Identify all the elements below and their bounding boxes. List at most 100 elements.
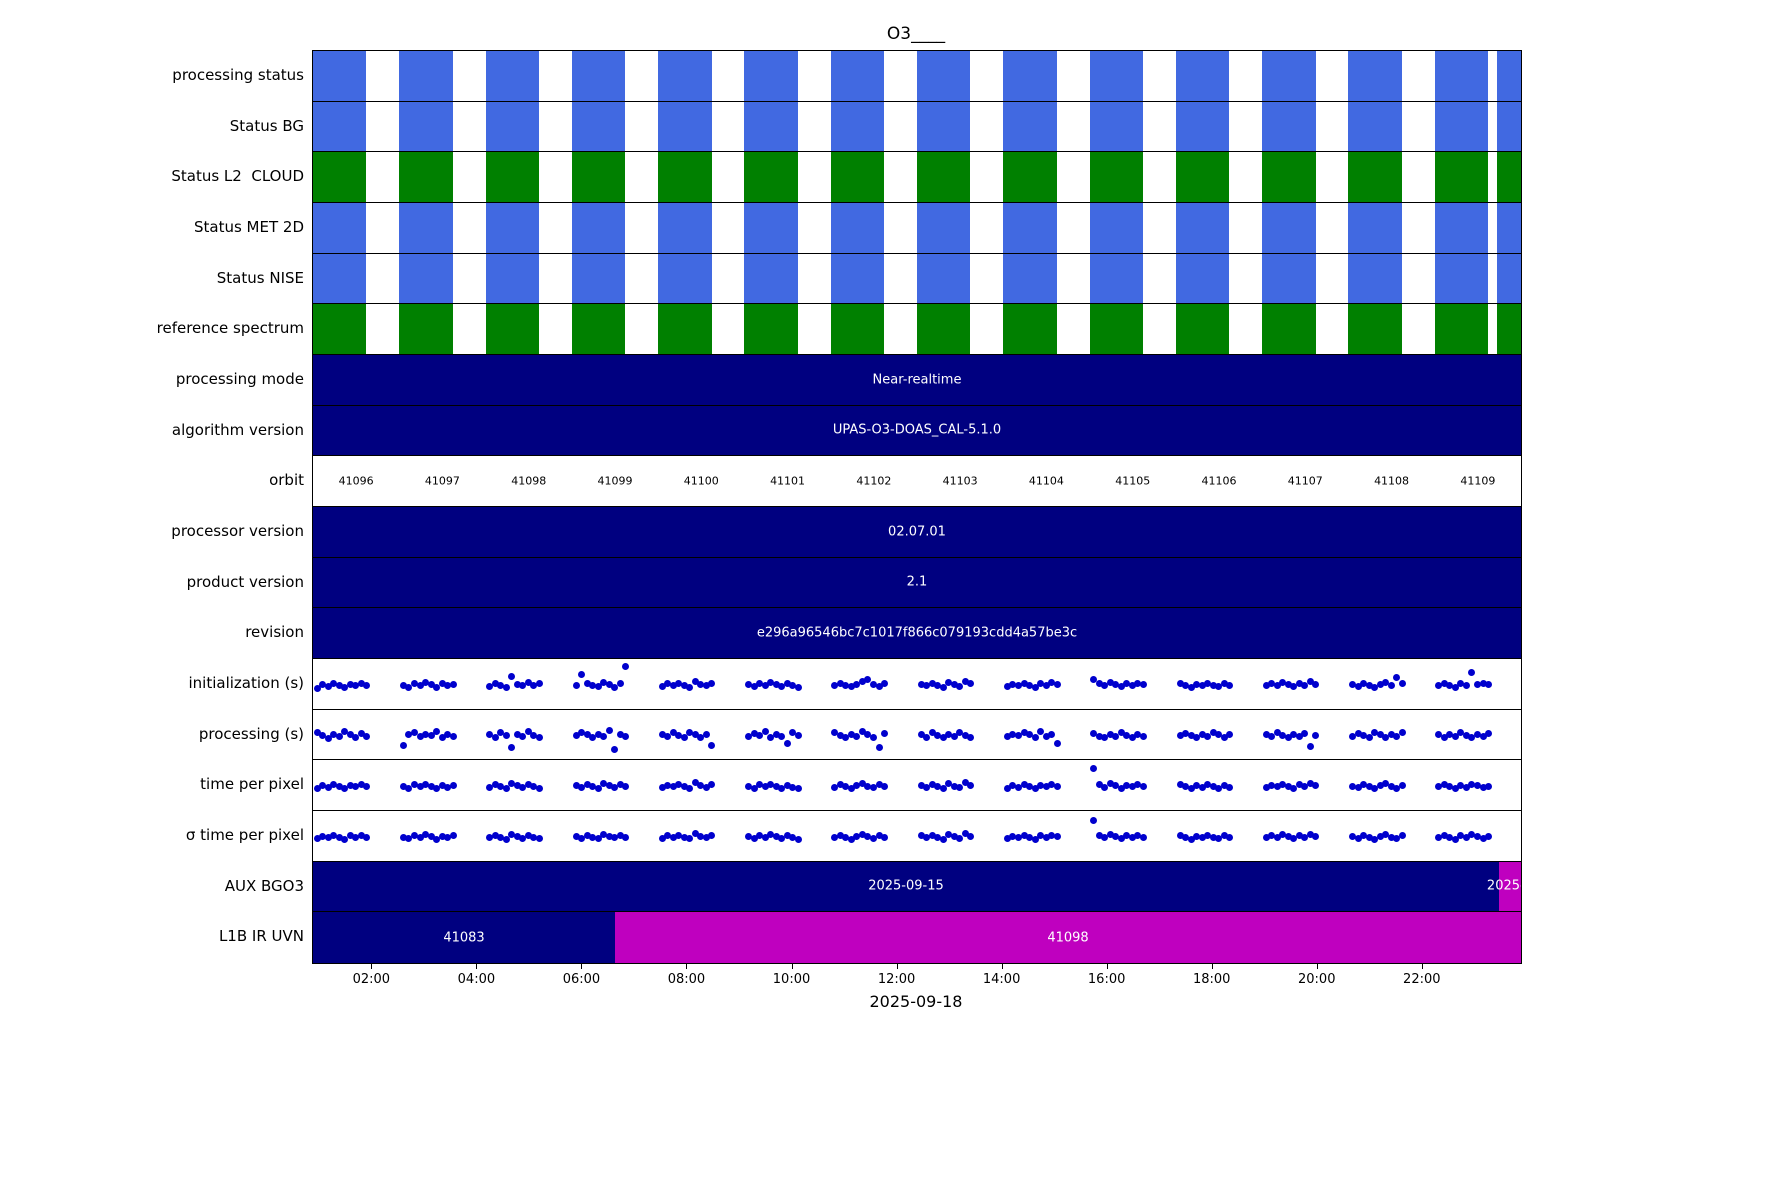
scatter-dot <box>1198 834 1206 842</box>
scatter-dot <box>680 833 688 841</box>
scatter-dot <box>1182 834 1190 842</box>
scatter-dot <box>1301 730 1309 738</box>
scatter-dot <box>1473 832 1481 840</box>
scatter-dot <box>1009 730 1017 738</box>
row-status-l2-cloud <box>313 152 1521 203</box>
scatter-dot <box>934 731 942 739</box>
scatter-dot <box>664 832 672 840</box>
x-tick <box>686 963 688 969</box>
scatter-dot <box>1176 732 1184 740</box>
scatter-dot <box>1262 783 1270 791</box>
chart-title: O3____ <box>886 24 946 44</box>
scatter-dot <box>324 734 332 742</box>
scatter-dot <box>1026 834 1034 842</box>
orbit-number: 41099 <box>597 474 633 488</box>
row-processor-version: 02.07.01 <box>313 507 1521 558</box>
scatter-dot <box>427 732 435 740</box>
row-label-l1b-ir-uvn: L1B IR UVN <box>218 927 304 946</box>
row-label-reference-spectrum: reference spectrum <box>156 319 304 338</box>
scatter-dot <box>486 683 494 691</box>
scatter-dot <box>789 834 797 842</box>
scatter-dot <box>691 731 699 739</box>
scatter-dot <box>842 782 850 790</box>
scatter-dot <box>1112 832 1120 840</box>
scatter-dot <box>1279 831 1287 839</box>
scatter-dot <box>616 781 624 789</box>
scatter-dot <box>1485 782 1493 790</box>
blue-status-block <box>744 253 798 304</box>
scatter-dot <box>1365 783 1373 791</box>
scatter-dot <box>530 731 538 739</box>
scatter-dot <box>1387 833 1395 841</box>
scatter-dot <box>961 732 969 740</box>
scatter-dot <box>778 683 786 691</box>
scatter-dot <box>416 834 424 842</box>
scatter-dot <box>1435 834 1443 842</box>
blue-status-block <box>1262 253 1316 304</box>
green-status-block <box>830 304 885 354</box>
orbit-number: 41096 <box>338 474 374 488</box>
scatter-dot <box>756 781 764 789</box>
green-status-block <box>744 304 798 354</box>
scatter-dot <box>1003 683 1011 691</box>
scatter-dot <box>1042 681 1050 689</box>
orbit-number: 41106 <box>1201 474 1237 488</box>
scatter-dot <box>341 835 349 843</box>
row-label-product-version: product version <box>186 572 304 591</box>
x-tick-label: 10:00 <box>772 972 811 987</box>
scatter-dot <box>313 729 321 737</box>
row-revision: e296a96546bc7c1017f866c079193cdd4a57be3c <box>313 608 1521 659</box>
blue-status-block <box>571 51 626 101</box>
scatter-dot <box>1139 732 1147 740</box>
scatter-dot <box>405 731 413 739</box>
scatter-dot <box>1101 783 1109 791</box>
scatter-dot <box>956 784 964 792</box>
scatter-dot <box>961 830 969 838</box>
scatter-dot <box>578 729 586 737</box>
scatter-dot <box>583 731 591 739</box>
scatter-dot <box>1037 781 1045 789</box>
scatter-dot <box>847 730 855 738</box>
scatter-dot <box>967 734 975 742</box>
scatter-dot <box>1451 732 1459 740</box>
scatter-dot <box>1014 783 1022 791</box>
scatter-dot <box>669 682 677 690</box>
scatter-dot <box>772 833 780 841</box>
scatter-dot <box>1446 833 1454 841</box>
scatter-dot <box>1376 680 1384 688</box>
scatter-dot <box>1123 832 1131 840</box>
scatter-dot <box>778 784 786 792</box>
scatter-dot <box>1176 832 1184 840</box>
scatter-dot <box>858 779 866 787</box>
scatter-dot <box>1182 729 1190 737</box>
blue-status-block <box>1003 101 1057 152</box>
x-tick <box>1211 963 1213 969</box>
scatter-dot <box>1446 782 1454 790</box>
scatter-dot <box>761 783 769 791</box>
scatter-dot <box>1187 785 1195 792</box>
scatter-dot <box>1031 835 1039 843</box>
green-status-block <box>1434 152 1489 202</box>
segment-41083: 41083 <box>313 912 615 963</box>
scatter-dot <box>1479 679 1487 687</box>
scatter-dot <box>352 834 360 842</box>
scatter-dot <box>319 782 327 790</box>
scatter-dot <box>858 728 866 736</box>
scatter-dot <box>761 728 769 736</box>
scatter-dot <box>836 732 844 740</box>
scatter-dot <box>1014 732 1022 740</box>
scatter-dot <box>399 833 407 841</box>
x-tick <box>896 963 898 969</box>
scatter-dot <box>513 782 521 790</box>
scatter-dot <box>1371 683 1379 691</box>
scatter-dot <box>352 682 360 690</box>
scatter-dot <box>1349 782 1357 790</box>
scatter-dot <box>1106 731 1114 739</box>
scatter-dot <box>702 682 710 690</box>
scatter-dot <box>449 732 457 740</box>
scatter-dot <box>923 682 931 690</box>
scatter-dot <box>319 732 327 740</box>
blue-status-block <box>658 203 712 253</box>
scatter-dot <box>686 728 694 736</box>
scatter-dot <box>772 782 780 790</box>
